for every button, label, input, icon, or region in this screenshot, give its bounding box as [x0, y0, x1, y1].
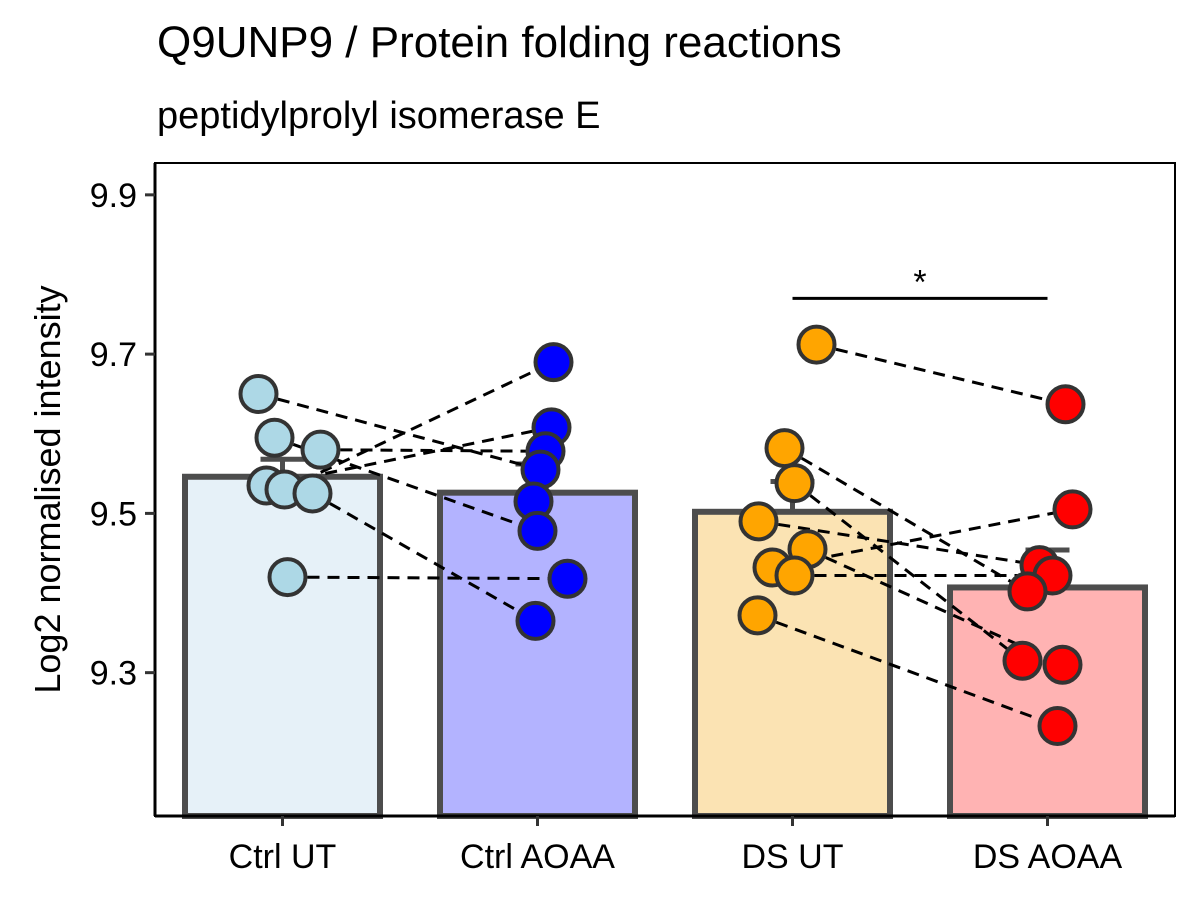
chart-subtitle: peptidylprolyl isomerase E	[157, 95, 601, 137]
data-point	[1007, 571, 1048, 612]
paired-line	[793, 481, 1024, 662]
significance-label: *	[913, 263, 926, 301]
y-axis-label: Log2 normalised intensity	[27, 285, 68, 693]
paired-line	[258, 392, 541, 472]
data-point	[1037, 706, 1078, 747]
x-tick-label: DS UT	[742, 838, 844, 876]
axes-layer: 9.3 9.5 9.7 9.9 Ctrl UT Ctrl AOAA DS UT DS AOAA	[90, 163, 1175, 876]
y-tick-label: 9.7	[90, 336, 137, 374]
paired-line	[311, 492, 537, 623]
data-point	[1042, 644, 1083, 685]
data-point	[774, 463, 815, 504]
data-point	[764, 428, 805, 469]
x-tick-label: Ctrl AOAA	[460, 838, 615, 876]
data-point	[737, 595, 778, 636]
paired-line	[783, 446, 1029, 593]
data-point	[520, 449, 561, 490]
data-point	[515, 600, 556, 641]
data-point	[738, 501, 779, 542]
x-tick-label: DS AOAA	[973, 838, 1123, 876]
paired-line	[283, 360, 555, 491]
y-tick-label: 9.3	[90, 655, 137, 693]
y-tick-label: 9.5	[90, 495, 137, 533]
bars-layer	[182, 473, 1148, 820]
data-point	[238, 373, 279, 414]
paired-line	[806, 547, 1064, 667]
data-point	[796, 324, 837, 365]
data-point	[1002, 640, 1043, 681]
paired-line	[320, 448, 546, 453]
y-tick-label: 9.9	[90, 177, 137, 215]
x-tick-label: Ctrl UT	[229, 838, 337, 876]
data-point	[1045, 384, 1086, 425]
significance-layer: *	[792, 263, 1048, 301]
paired-line	[287, 575, 568, 581]
bar-ctrl-ut	[182, 473, 383, 819]
paired-line	[816, 343, 1066, 406]
data-point	[547, 558, 588, 599]
data-point	[254, 417, 295, 458]
data-point	[774, 555, 815, 596]
data-point	[1052, 489, 1093, 530]
data-point	[300, 429, 341, 470]
data-point	[533, 342, 574, 383]
data-point	[292, 473, 333, 514]
paired-line	[756, 613, 1059, 728]
data-point	[267, 557, 308, 598]
chart-title: Q9UNP9 / Protein folding reactions	[157, 18, 842, 67]
bar-ds-aoaa	[947, 584, 1148, 820]
data-point	[517, 510, 558, 551]
data-points-layer	[238, 324, 1093, 747]
